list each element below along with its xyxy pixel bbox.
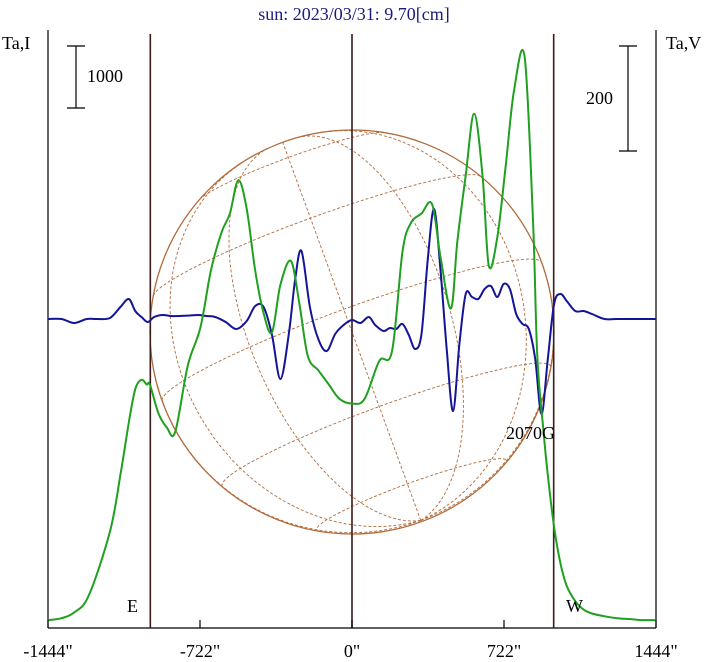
parallel-line bbox=[152, 174, 482, 296]
meridian-line bbox=[161, 401, 421, 534]
meridian-line bbox=[282, 142, 422, 521]
polarization-curve bbox=[47, 207, 656, 416]
x-tick-label: -722" bbox=[180, 641, 220, 661]
meridian-line bbox=[420, 262, 555, 521]
chart-title: sun: 2023/03/31: 9.70[cm] bbox=[258, 4, 450, 24]
parallel-line bbox=[221, 362, 552, 487]
x-tick-label: 722" bbox=[487, 641, 521, 661]
west-limb-label: W bbox=[566, 596, 583, 616]
meridian-line bbox=[228, 147, 421, 522]
parallel-line bbox=[316, 458, 507, 532]
meridian-line bbox=[297, 135, 464, 521]
limb-and-center-lines bbox=[149, 34, 555, 628]
meridian-line bbox=[169, 162, 421, 528]
x-tick-label: -1444" bbox=[23, 641, 72, 661]
right-scale-bar bbox=[619, 45, 637, 152]
x-tick-label: 0" bbox=[344, 641, 360, 661]
active-region-annotation: 2070G bbox=[506, 423, 555, 443]
x-axis-ticks: -1444" -722" 0" 722" 1444" bbox=[23, 620, 678, 661]
right-scale-bar-label: 200 bbox=[586, 88, 613, 108]
meridian-line bbox=[326, 130, 527, 521]
left-scale-bar bbox=[67, 45, 85, 109]
left-axis-label: Ta,I bbox=[2, 33, 30, 53]
left-scale-bar-label: 1000 bbox=[87, 66, 123, 86]
right-axis-label: Ta,V bbox=[666, 33, 701, 53]
intensity-curve bbox=[47, 48, 657, 622]
x-tick-label: 1444" bbox=[634, 641, 677, 661]
east-limb-label: E bbox=[127, 596, 138, 616]
parallel-line bbox=[199, 131, 385, 201]
